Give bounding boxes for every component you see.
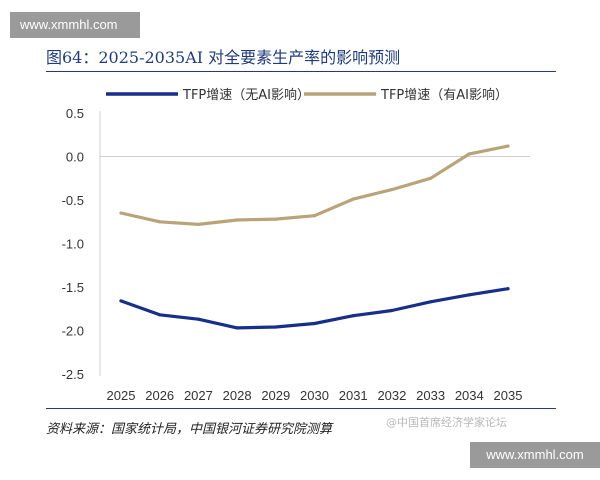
- data-point: [429, 176, 433, 180]
- x-tick-label: 2028: [223, 388, 252, 403]
- x-tick-label: 2034: [455, 388, 484, 403]
- data-point: [158, 220, 162, 224]
- line-chart: TFP增速（无AI影响） TFP增速（有AI影响） 0.5 0.0 -0.5 -1.0 -…: [62, 87, 530, 403]
- watermark-bottom: www.xmmhl.com: [470, 442, 600, 468]
- x-tick-label: 2035: [494, 388, 523, 403]
- data-point: [196, 222, 200, 226]
- data-point: [196, 317, 200, 321]
- data-point: [390, 308, 394, 313]
- data-point: [119, 211, 123, 215]
- x-tick-label: 2033: [416, 388, 445, 403]
- y-tick-label: -2.0: [62, 324, 84, 339]
- data-point: [312, 321, 317, 326]
- data-point: [158, 313, 162, 317]
- data-point: [351, 314, 355, 318]
- x-tick-label: 2031: [339, 388, 368, 403]
- data-point: [235, 218, 239, 222]
- series-line-2: [119, 144, 510, 226]
- y-tick-label: -1.5: [62, 280, 84, 295]
- legend-label-1: TFP增速（无AI影响）: [182, 87, 310, 103]
- data-point: [390, 187, 394, 192]
- y-tick-label: -2.5: [62, 367, 84, 382]
- x-tick-label: 2025: [107, 388, 136, 403]
- data-point: [274, 325, 278, 329]
- plot-area: [100, 144, 530, 330]
- y-tick-label: 0.5: [66, 106, 84, 121]
- data-point: [312, 214, 317, 218]
- data-point: [506, 144, 510, 148]
- data-point: [467, 293, 471, 297]
- y-tick-label: 0.0: [66, 150, 84, 165]
- watermark-top: www.xmmhl.com: [10, 12, 140, 38]
- y-axis: 0.5 0.0 -0.5 -1.0 -1.5 -2.0 -2.5: [62, 106, 101, 382]
- data-point: [429, 300, 433, 304]
- legend: TFP增速（无AI影响） TFP增速（有AI影响）: [106, 87, 508, 103]
- x-axis: 2025 2026 2027 2028 2029 2030 2031 2032 2033 2034…: [107, 388, 523, 403]
- legend-label-2: TFP增速（有AI影响）: [380, 87, 508, 103]
- data-point: [506, 287, 510, 291]
- credit-watermark: @中国首席经济学家论坛: [386, 416, 507, 429]
- chart-title: 图64：2025-2035AI 对全要素生产率的影响预测: [46, 48, 401, 67]
- x-tick-label: 2029: [261, 388, 290, 403]
- footer-divider: [46, 408, 556, 409]
- y-tick-label: -0.5: [62, 193, 84, 208]
- data-point: [119, 299, 123, 303]
- x-tick-label: 2027: [184, 388, 213, 403]
- title-divider: [46, 71, 556, 72]
- data-point: [274, 217, 278, 221]
- source-note: 资料来源：国家统计局，中国银河证券研究院测算: [46, 422, 333, 437]
- data-point: [351, 197, 355, 201]
- data-point: [235, 326, 239, 330]
- y-tick-label: -1.0: [62, 237, 84, 252]
- x-tick-label: 2026: [145, 388, 174, 403]
- x-tick-label: 2032: [377, 388, 406, 403]
- x-tick-label: 2030: [300, 388, 329, 403]
- data-point: [467, 152, 471, 156]
